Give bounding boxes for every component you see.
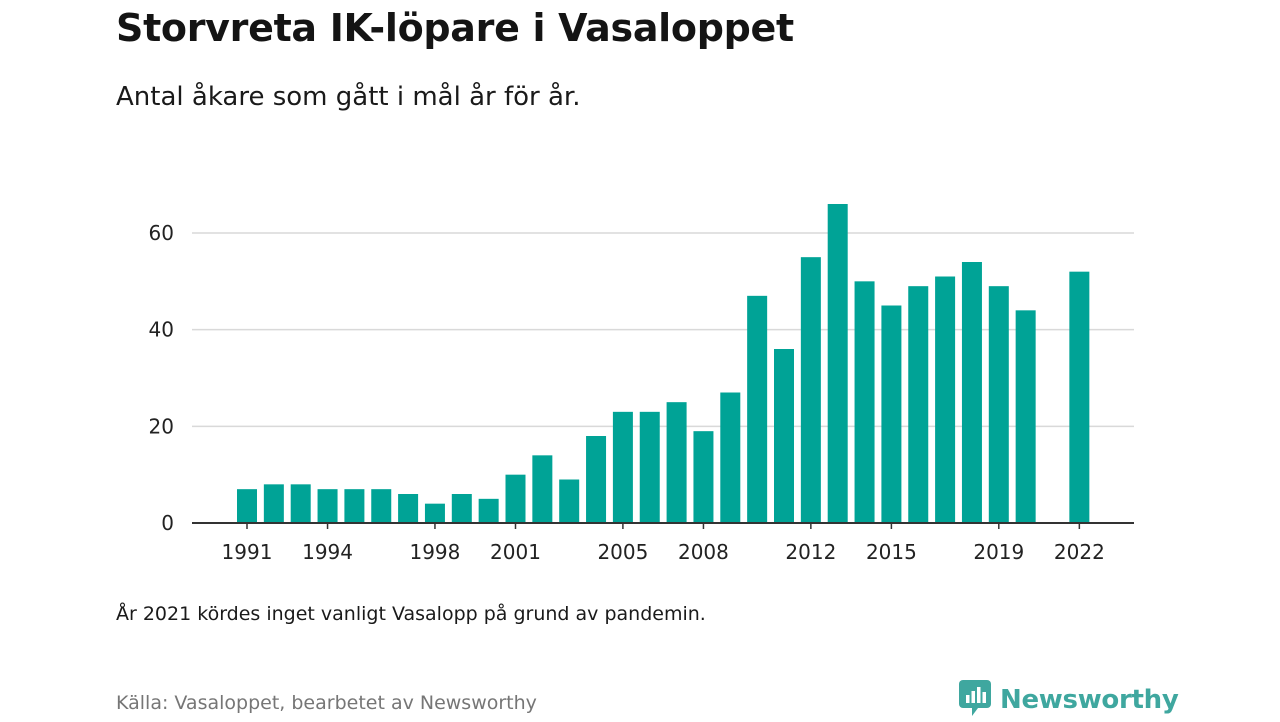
x-tick-label: 2005	[597, 540, 648, 564]
bar-1995	[344, 489, 365, 523]
source-credit: Källa: Vasaloppet, bearbetet av Newswort…	[116, 692, 537, 714]
x-tick-label: 2001	[490, 540, 541, 564]
chart-title: Storvreta IK-löpare i Vasaloppet	[116, 6, 794, 50]
bar-2004	[586, 436, 607, 523]
bar-2019	[988, 286, 1009, 523]
bar-1996	[371, 489, 392, 523]
x-tick-label: 1991	[222, 540, 273, 564]
bar-1999	[451, 494, 472, 523]
bar-2014	[854, 281, 875, 523]
bar-2016	[908, 286, 929, 523]
bar-1993	[290, 484, 311, 523]
brand-name: Newsworthy	[1000, 685, 1179, 715]
bar-2009	[720, 392, 741, 523]
bar-2012	[800, 257, 821, 523]
bar-2000	[478, 498, 499, 523]
x-tick-label: 1994	[302, 540, 353, 564]
bar-2006	[639, 411, 660, 523]
bar-2022	[1069, 271, 1090, 523]
bars	[237, 204, 1090, 523]
y-tick-label: 60	[149, 221, 174, 245]
bar-2010	[747, 295, 768, 523]
y-tick-labels: 0 20 40 60	[149, 221, 174, 535]
bar-1992	[263, 484, 284, 523]
bar-2002	[532, 455, 553, 523]
x-tick-label: 2019	[973, 540, 1024, 564]
bar-1998	[424, 503, 445, 523]
bar-2017	[935, 276, 956, 523]
bar-1991	[237, 489, 257, 523]
y-tick-label: 20	[149, 414, 174, 438]
bar-2015	[881, 305, 902, 523]
bar-2020	[1015, 310, 1036, 523]
bar-2007	[666, 402, 687, 523]
x-tick-label: 2022	[1054, 540, 1105, 564]
y-tick-label: 0	[161, 511, 174, 535]
newsworthy-logo-icon	[958, 678, 992, 722]
bar-1997	[398, 494, 419, 523]
bar-2013	[827, 204, 848, 523]
chart-subtitle: Antal åkare som gått i mål år för år.	[116, 82, 581, 112]
bar-2003	[559, 479, 580, 523]
x-axis	[192, 522, 1134, 529]
bar-2001	[505, 474, 526, 523]
bar-2008	[693, 431, 714, 523]
x-tick-label: 1998	[409, 540, 460, 564]
chart-note: År 2021 kördes inget vanligt Vasalopp på…	[116, 603, 706, 625]
x-tick-labels: 1991 1994 1998 2001 2005 2008 2012 2015 2019 2022	[222, 540, 1105, 564]
bar-1994	[317, 489, 338, 523]
x-tick-label: 2015	[866, 540, 917, 564]
bar-2011	[774, 349, 794, 523]
newsworthy-brand: Newsworthy	[958, 678, 1179, 722]
bar-2018	[961, 262, 982, 523]
y-tick-label: 40	[149, 318, 174, 342]
bar-2005	[612, 411, 633, 523]
x-tick-label: 2012	[785, 540, 836, 564]
x-tick-label: 2008	[678, 540, 729, 564]
